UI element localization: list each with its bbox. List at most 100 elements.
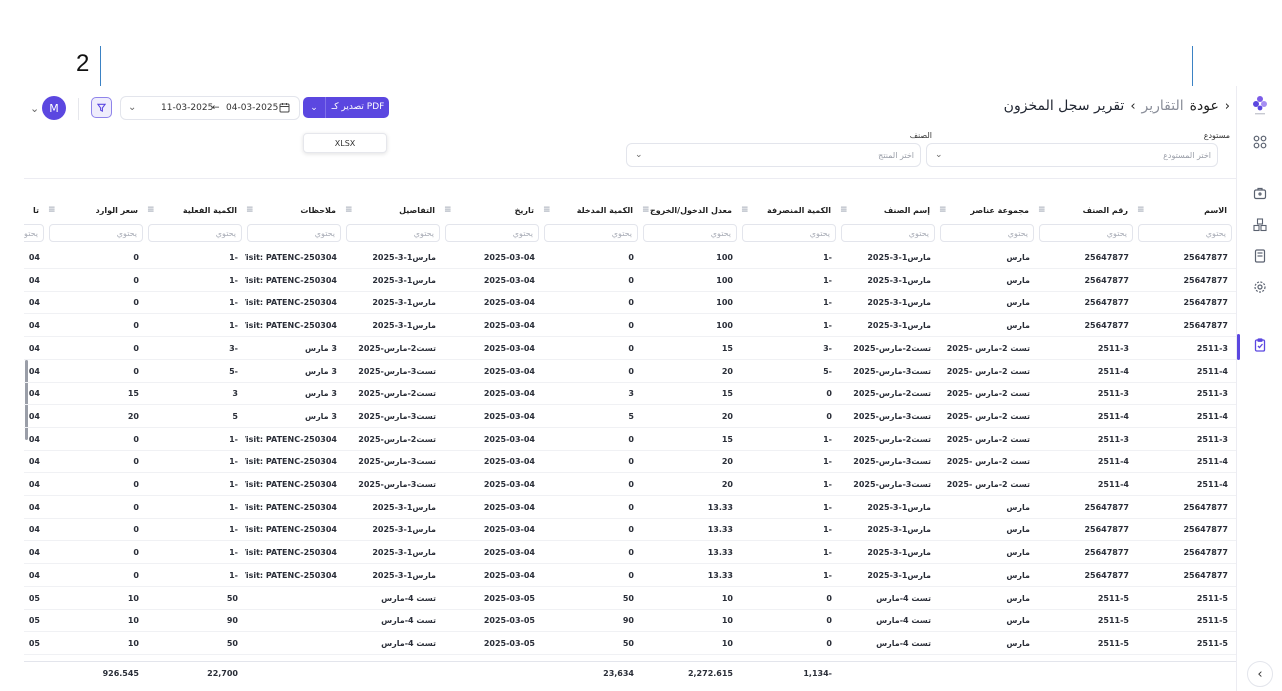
table-row[interactable]: 25647877 25647877 مارس مارس1-3-2025 -1 13.33 0… [24,496,1236,519]
column-header[interactable]: ≡ تاريخ [443,202,541,220]
table-cell: 25647877 [1084,548,1129,558]
settings-icon[interactable] [1249,276,1271,298]
column-filter-placeholder: يحتوي [215,229,236,238]
avatar[interactable]: M [42,96,66,120]
column-header[interactable]: ≡ الكمية المنصرفة [740,202,838,220]
column-menu-icon[interactable]: ≡ [543,205,551,215]
column-menu-icon[interactable]: ≡ [1137,205,1145,215]
filter-button[interactable] [91,97,112,118]
date-range-picker[interactable]: ⌄ 11-03-2025 ← 04-03-2025 [120,96,300,120]
column-header[interactable]: ≡ الكمية المدخلة [542,202,640,220]
export-dropdown-toggle[interactable]: ⌄ [303,97,326,118]
report-clipboard-icon[interactable] [1249,334,1271,356]
column-menu-icon[interactable]: ≡ [345,205,353,215]
table-row[interactable]: 25647877 25647877 مارس مارس1-3-2025 -1 13.33 0… [24,541,1236,565]
table-row[interactable]: 25647877 25647877 مارس مارس1-3-2025 -1 100 0 20… [24,269,1236,292]
column-header-label: التفاصيل [399,206,435,215]
column-filter-input[interactable]: يحتوي [445,224,539,242]
calculator-icon[interactable] [1249,245,1271,267]
chevron-down-icon[interactable]: ⌄ [128,102,137,113]
table-cell: 2025-03-04 [483,275,535,285]
table-cell: مارس1-3-2025 [867,253,931,262]
table-cell: -1 [229,434,238,444]
table-cell: 2025-03-04 [483,480,535,489]
cubes-icon[interactable] [1249,214,1271,236]
table-row[interactable]: 25647877 25647877 مارس مارس1-3-2025 -1 100 0 20… [24,246,1236,269]
table-row[interactable]: 2511-5 2511-5 مارس تست 4-مارس 0 10 50 2025-03-0… [24,632,1236,655]
table-row[interactable]: 2511-4 2511-4 تست 2-مارس -2025 تست3-مارس-20… [24,450,1236,474]
sidebar-collapse-button[interactable]: ‹ [1247,661,1273,687]
column-filter-input[interactable]: يحتوي [148,224,242,242]
table-cell: -1 [229,321,238,331]
column-filter-input[interactable]: يحتوي [643,224,737,242]
column-header[interactable]: ≡ إسم الصنف [839,202,937,220]
table-cell: Visit: PATENC-250304... [245,253,337,262]
table-row[interactable]: 2511-3 2511-3 تست 2-مارس -2025 تست2-مارس-20… [24,382,1236,406]
column-filter-input[interactable]: يحتوي [1138,224,1232,242]
column-filter-input[interactable]: يحتوي [49,224,143,242]
column-header[interactable]: ≡ الكمية الفعلية [146,202,244,220]
table-cell: 90 [622,616,634,626]
table-row[interactable]: 25647877 25647877 مارس مارس1-3-2025 -1 100 0 20… [24,314,1236,338]
column-filter-input[interactable]: يحتوي [841,224,935,242]
table-cell: مارس [1006,548,1030,558]
table-cell: 2025-03-04 [483,548,535,558]
column-filter-input[interactable]: يحتوي [742,224,836,242]
column-header[interactable]: ≡ رقم الصنف [1037,202,1135,220]
column-header[interactable]: ≡ سعر الوارد [47,202,145,220]
table-cell: 2511-3 [1097,434,1129,444]
column-header[interactable]: ≡ مجموعة عناصر [938,202,1036,220]
column-header[interactable]: ≡ معدل الدخول/الخروج [641,202,739,220]
column-filter-placeholder: يحتوي [314,229,335,238]
table-scrollbar[interactable] [25,360,28,440]
table-cell: تست3-مارس-2025 [358,366,436,376]
column-filter-input[interactable]: يحتوي [940,224,1034,242]
warehouse-select[interactable]: ⌄ اختر المستودع [926,143,1218,167]
back-link[interactable]: عودة [1189,98,1219,114]
table-row[interactable]: 25647877 25647877 مارس مارس1-3-2025 -1 13.33 0… [24,518,1236,542]
column-filter-input[interactable]: يحتوي [544,224,638,242]
column-filter-input[interactable]: يحتوي [346,224,440,242]
grid-icon[interactable] [1249,131,1271,153]
table-row[interactable]: 2511-5 2511-5 مارس تست 4-مارس 0 10 90 2025-03-0… [24,609,1236,633]
column-filter-input[interactable]: يحتوي [1039,224,1133,242]
breadcrumb-reports-link[interactable]: التقارير [1141,98,1184,114]
column-menu-icon[interactable]: ≡ [840,205,848,215]
table-row[interactable]: 2511-4 2511-4 تست 2-مارس -2025 تست3-مارس-20… [24,473,1236,496]
item-select[interactable]: ⌄ اختر المنتج [626,143,921,167]
briefcase-icon[interactable] [1249,182,1271,204]
table-row[interactable]: 25647877 25647877 مارس مارس1-3-2025 -1 100 0 20… [24,291,1236,315]
column-menu-icon[interactable]: ≡ [939,205,947,215]
column-menu-icon[interactable]: ≡ [1038,205,1046,215]
table-row[interactable]: 25647877 25647877 مارس مارس1-3-2025 -1 13.33 0… [24,564,1236,587]
table-row[interactable]: 2511-5 2511-5 مارس تست 4-مارس 0 10 50 2025-03-0… [24,587,1236,610]
column-filter-input[interactable]: يحتوي [247,224,341,242]
chevron-down-icon: ⌄ [935,150,943,160]
table-cell: 0 [628,525,634,535]
column-menu-icon[interactable]: ≡ [147,205,155,215]
column-header[interactable]: ≡ الاسم [1136,202,1234,220]
column-filter-input[interactable]: يحتوي [24,224,44,242]
table-row[interactable]: 2511-3 2511-3 تست 2-مارس -2025 تست2-مارس-20… [24,428,1236,451]
table-cell: -1 [823,457,832,467]
column-menu-icon[interactable]: ≡ [642,205,650,215]
table-cell: مارس [1006,570,1030,580]
column-header[interactable]: ≡ التفاصيل [344,202,442,220]
column-menu-icon[interactable]: ≡ [48,205,56,215]
column-menu-icon[interactable]: ≡ [246,205,254,215]
table-cell: 2511-4 [1097,411,1129,421]
column-header[interactable]: ≡ ملاحظات [245,202,343,220]
column-menu-icon[interactable]: ≡ [741,205,749,215]
column-menu-icon[interactable]: ≡ [444,205,452,215]
table-cell: 04 [28,253,40,262]
back-chevron-icon[interactable]: ‹ [1224,98,1230,114]
table-row[interactable]: 2511-3 2511-3 تست 2-مارس -2025 تست2-مارس-20… [24,337,1236,360]
export-pdf-button[interactable]: ⌄ تصدير كـ PDF [303,97,389,118]
table-cell: 04 [28,457,40,467]
export-xlsx-option[interactable]: XLSX [303,133,387,153]
table-row[interactable]: 2511-4 2511-4 تست 2-مارس -2025 تست3-مارس-20… [24,360,1236,383]
column-header[interactable]: ≡تا [24,202,46,220]
logo-icon[interactable] [1249,94,1271,116]
user-menu-chevron-icon[interactable]: ⌄ [30,102,40,115]
table-row[interactable]: 2511-4 2511-4 تست 2-مارس -2025 تست3-مارس-20… [24,405,1236,428]
